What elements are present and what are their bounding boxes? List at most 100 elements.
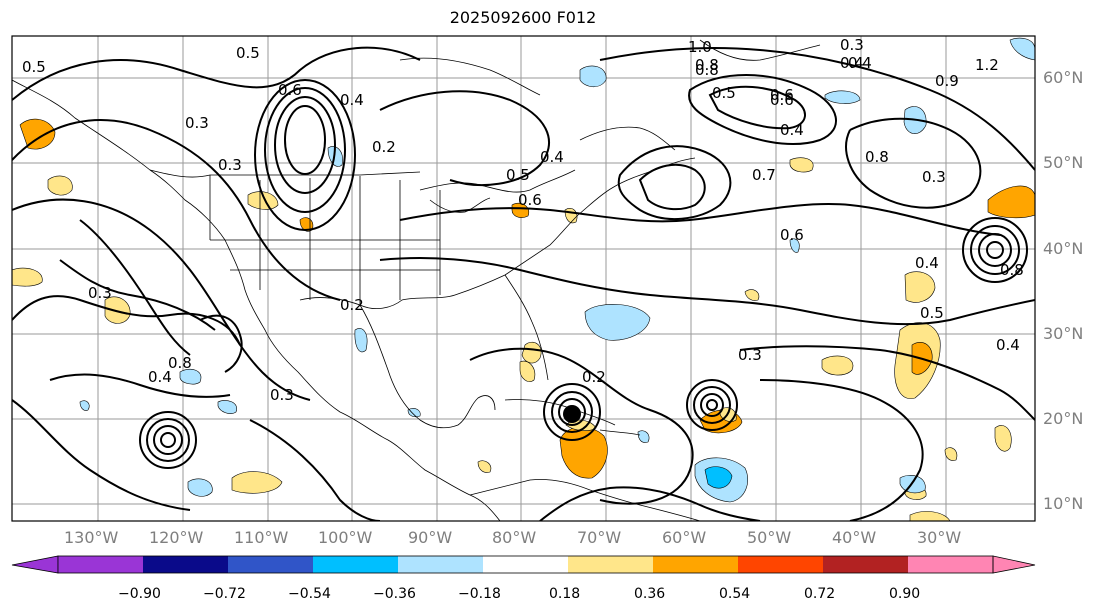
colorbar-bin bbox=[228, 556, 313, 573]
contour-line bbox=[970, 225, 1020, 275]
contour-line bbox=[199, 314, 243, 373]
positive-fill bbox=[564, 208, 578, 224]
colorbar-tick-label: 0.36 bbox=[634, 586, 666, 602]
contour-line bbox=[49, 373, 231, 398]
gulf-atlantic-coast bbox=[299, 157, 696, 310]
colorbar-tick-label: −0.54 bbox=[288, 586, 331, 602]
colorbar-bin bbox=[908, 556, 993, 573]
contour-line bbox=[551, 391, 593, 433]
hudson-bay-coast bbox=[399, 57, 541, 96]
contour-line bbox=[543, 383, 601, 441]
contour-line bbox=[693, 386, 731, 424]
map-frame bbox=[11, 35, 1036, 522]
contour-line bbox=[638, 163, 706, 211]
colorbar bbox=[11, 555, 1036, 574]
contour-label: 0.3 bbox=[218, 156, 242, 174]
lon-label: 90°W bbox=[408, 528, 453, 547]
contour-line bbox=[617, 145, 732, 221]
colorbar-bin bbox=[313, 556, 398, 573]
colorbar-tick-label: 0.54 bbox=[719, 586, 751, 602]
contour-line bbox=[469, 347, 694, 505]
lat-label: 60°N bbox=[1043, 68, 1084, 87]
colorbar-tick-label: 0.90 bbox=[889, 586, 921, 602]
contour-line bbox=[708, 85, 806, 130]
positive-fill bbox=[821, 355, 854, 376]
contour-label: 0.4 bbox=[780, 121, 804, 139]
contour-line bbox=[12, 295, 241, 346]
colorbar-bin bbox=[738, 556, 823, 573]
contour-label: 0.3 bbox=[738, 346, 762, 364]
contour-label: 0.3 bbox=[922, 168, 946, 186]
colorbar-tick-label: −0.72 bbox=[203, 586, 246, 602]
contour-line bbox=[599, 47, 1035, 171]
negative-fill bbox=[179, 369, 202, 385]
negative-fill bbox=[824, 90, 861, 104]
contour-line bbox=[539, 486, 761, 521]
lat-label: 50°N bbox=[1043, 153, 1084, 172]
contour-label: 0.3 bbox=[185, 114, 209, 132]
negative-fill bbox=[407, 408, 421, 418]
contour-label: 0.3 bbox=[840, 36, 864, 54]
contour-line bbox=[12, 198, 311, 401]
contour-labels: 0.5 0.5 0.6 0.3 0.3 0.4 0.2 0.3 0.2 0.3 … bbox=[22, 36, 1024, 404]
contour-lines bbox=[12, 46, 1035, 521]
negative-fill bbox=[579, 65, 607, 88]
contour-label: 0.2 bbox=[582, 368, 606, 386]
positive-fill bbox=[744, 289, 760, 301]
contour-label: 0.5 bbox=[712, 84, 736, 102]
shaded-fields bbox=[12, 37, 1035, 521]
contour-line bbox=[79, 219, 191, 356]
contour-label: 0.4 bbox=[996, 336, 1020, 354]
lon-label: 40°W bbox=[832, 528, 877, 547]
mexico-coast bbox=[359, 304, 496, 429]
contour-label: 0.7 bbox=[752, 166, 776, 184]
contour-line bbox=[12, 399, 191, 511]
contour-line bbox=[254, 79, 356, 231]
graticule bbox=[12, 36, 1035, 521]
contour-label: 0.8 bbox=[695, 61, 719, 79]
contour-label: 0.8 bbox=[168, 354, 192, 372]
contour-label: 0.6 bbox=[278, 81, 302, 99]
contour-line bbox=[160, 432, 176, 448]
colorbar-tick-label: −0.90 bbox=[118, 586, 161, 602]
positive-fill bbox=[944, 447, 958, 461]
colorbar-tick-label: 0.72 bbox=[804, 586, 836, 602]
positive-fill bbox=[19, 118, 56, 150]
colorbar-bin bbox=[483, 556, 568, 573]
map-title: 2025092600 F012 bbox=[449, 8, 597, 27]
contour-label: 0.6 bbox=[780, 226, 804, 244]
positive-fill bbox=[519, 360, 536, 382]
positive-fill bbox=[994, 425, 1012, 452]
contour-label: 0.5 bbox=[236, 44, 260, 62]
contour-line bbox=[986, 241, 1004, 259]
positive-fill bbox=[12, 267, 43, 287]
lon-label: 70°W bbox=[577, 528, 622, 547]
contour-line bbox=[12, 46, 421, 101]
negative-fill bbox=[79, 400, 90, 411]
contour-line bbox=[153, 425, 183, 455]
negative-fill bbox=[354, 328, 368, 353]
labrador-coast bbox=[579, 126, 676, 151]
positive-fill bbox=[909, 511, 951, 521]
lon-label: 30°W bbox=[917, 528, 962, 547]
positive-fill bbox=[247, 191, 279, 210]
contour-label: 0.5 bbox=[506, 166, 530, 184]
contour-line bbox=[706, 399, 718, 411]
colorbar-bin bbox=[653, 556, 738, 573]
positive-fill bbox=[559, 426, 608, 479]
contour-line bbox=[139, 411, 197, 469]
colorbar-bin bbox=[568, 556, 653, 573]
negative-fill bbox=[789, 238, 800, 253]
contour-line bbox=[962, 217, 1028, 283]
contour-label: 0.6 bbox=[770, 91, 794, 109]
contour-label: 0.4 bbox=[540, 148, 564, 166]
contour-label: 1.0 bbox=[688, 38, 712, 56]
positive-fill bbox=[477, 460, 492, 473]
lat-label: 10°N bbox=[1043, 494, 1084, 513]
contour-line bbox=[759, 379, 924, 521]
colorbar-extend-min bbox=[11, 555, 59, 574]
contour-label: 0.4 bbox=[148, 368, 172, 386]
negative-fill bbox=[1009, 37, 1035, 61]
coastlines bbox=[12, 39, 821, 521]
